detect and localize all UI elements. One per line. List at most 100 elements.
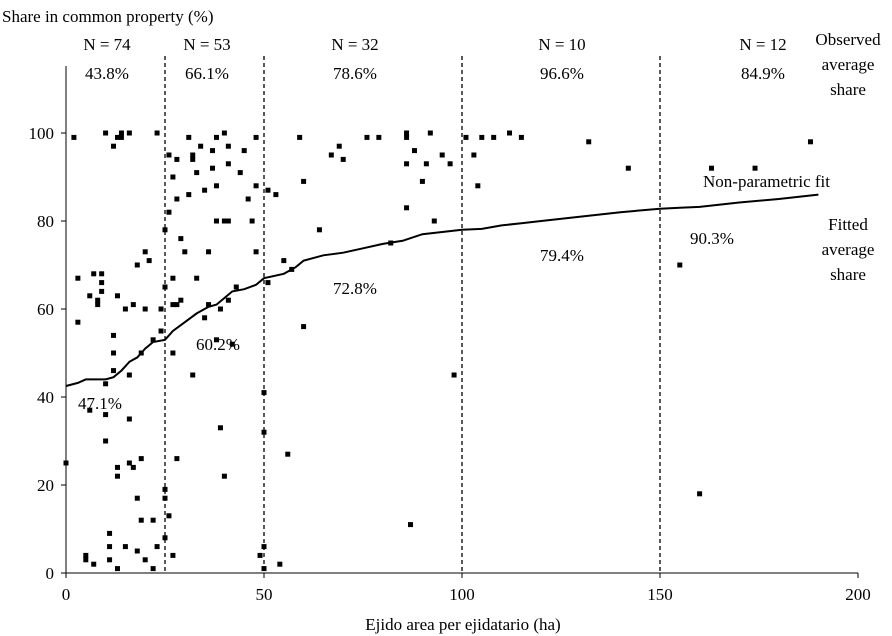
data-point [225, 218, 231, 224]
data-point [142, 249, 148, 255]
data-point [178, 236, 184, 242]
fit-label: Non-parametric fit [703, 172, 830, 191]
data-point [126, 460, 132, 466]
data-point [237, 170, 243, 176]
data-point [316, 227, 322, 233]
data-point [162, 535, 168, 541]
x-tick-label: 50 [256, 585, 273, 604]
data-point [233, 284, 239, 290]
data-point [225, 161, 231, 167]
data-point [245, 196, 251, 202]
data-point [194, 275, 200, 281]
data-point [126, 372, 132, 378]
data-point [142, 306, 148, 312]
data-point [213, 134, 219, 140]
data-point [408, 522, 414, 528]
data-point [364, 134, 370, 140]
data-point [118, 130, 124, 136]
data-point [87, 407, 93, 413]
group-2-fitted: 60.2% [196, 335, 240, 354]
data-point [261, 566, 267, 572]
data-point [518, 134, 524, 140]
data-point [206, 249, 212, 255]
data-point [162, 486, 168, 492]
x-tick-label: 200 [845, 585, 871, 604]
data-point [261, 429, 267, 435]
data-point [257, 552, 263, 558]
data-point [281, 258, 287, 264]
data-point [174, 156, 180, 162]
data-point [225, 297, 231, 303]
data-point [170, 552, 176, 558]
data-point [111, 143, 117, 149]
fitted-label-line-2: average [822, 240, 875, 259]
fitted-label-line-1: Fitted [828, 215, 868, 234]
data-point [340, 156, 346, 162]
data-point [166, 513, 172, 519]
data-point [198, 143, 204, 149]
data-point [427, 130, 433, 136]
data-point [625, 165, 631, 171]
data-point [174, 456, 180, 462]
data-point [178, 297, 184, 303]
group-4-n: N = 10 [538, 35, 585, 54]
data-point [265, 187, 271, 193]
data-point [154, 130, 160, 136]
data-point [491, 134, 497, 140]
data-point [162, 284, 168, 290]
data-point [210, 165, 216, 171]
data-point [213, 218, 219, 224]
data-point [114, 293, 120, 299]
x-tick-label: 100 [449, 585, 475, 604]
data-point [103, 438, 109, 444]
data-point [158, 328, 164, 334]
data-point [336, 143, 342, 149]
data-point [404, 205, 410, 211]
data-point [217, 425, 223, 431]
group-2-observed: 66.1% [185, 64, 229, 83]
data-point [170, 174, 176, 180]
data-point [423, 161, 429, 167]
data-point [99, 288, 105, 294]
group-1-fitted: 47.1% [78, 394, 122, 413]
group-3-n: N = 32 [331, 35, 378, 54]
group-3-observed: 78.6% [333, 64, 377, 83]
data-point [103, 381, 109, 387]
data-point [471, 152, 477, 158]
data-point [677, 262, 683, 268]
data-point [154, 544, 160, 550]
data-point [261, 390, 267, 396]
observed-label-line-1: Observed [815, 30, 881, 49]
data-point [277, 561, 283, 567]
data-point [190, 156, 196, 162]
data-point [479, 134, 485, 140]
data-point [150, 337, 156, 343]
y-axis-label: Share in common property (%) [2, 7, 214, 26]
group-5-fitted: 90.3% [690, 229, 734, 248]
fitted-label-line-3: share [830, 265, 866, 284]
data-point [103, 130, 109, 136]
data-point [194, 170, 200, 176]
group-2-n: N = 53 [183, 35, 230, 54]
data-point [111, 350, 117, 356]
group-4-fitted: 79.4% [540, 246, 584, 265]
data-point [87, 293, 93, 299]
group-5-observed: 84.9% [741, 64, 785, 83]
data-point [221, 130, 227, 136]
data-point [241, 148, 247, 154]
data-point [75, 319, 81, 325]
data-point [95, 297, 101, 303]
data-point [126, 416, 132, 422]
data-point [229, 341, 235, 347]
fit-line-group [65, 193, 819, 387]
data-point [752, 165, 758, 171]
data-point [162, 227, 168, 233]
data-point [142, 557, 148, 563]
data-point [807, 139, 813, 145]
data-point [186, 134, 192, 140]
data-point [210, 148, 216, 154]
data-point [150, 517, 156, 523]
data-point [126, 130, 132, 136]
data-point [190, 372, 196, 378]
x-tick-label: 150 [647, 585, 673, 604]
